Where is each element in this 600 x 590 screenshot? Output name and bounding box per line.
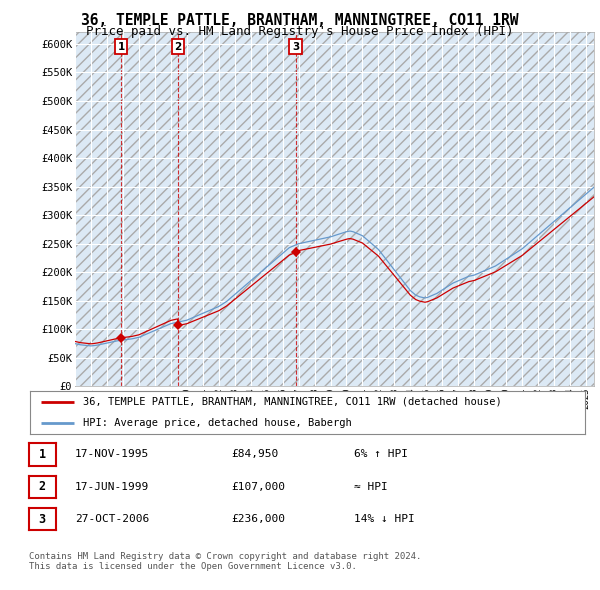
Text: 36, TEMPLE PATTLE, BRANTHAM, MANNINGTREE, CO11 1RW (detached house): 36, TEMPLE PATTLE, BRANTHAM, MANNINGTREE… (83, 397, 502, 407)
Text: Price paid vs. HM Land Registry's House Price Index (HPI): Price paid vs. HM Land Registry's House … (86, 25, 514, 38)
Text: 1: 1 (39, 448, 46, 461)
Text: 17-NOV-1995: 17-NOV-1995 (75, 450, 149, 459)
Text: 3: 3 (292, 42, 299, 51)
Text: £107,000: £107,000 (231, 482, 285, 491)
Text: 36, TEMPLE PATTLE, BRANTHAM, MANNINGTREE, CO11 1RW: 36, TEMPLE PATTLE, BRANTHAM, MANNINGTREE… (81, 13, 519, 28)
Text: £84,950: £84,950 (231, 450, 278, 459)
Text: ≈ HPI: ≈ HPI (354, 482, 388, 491)
Text: 6% ↑ HPI: 6% ↑ HPI (354, 450, 408, 459)
Text: 3: 3 (39, 513, 46, 526)
Text: Contains HM Land Registry data © Crown copyright and database right 2024.
This d: Contains HM Land Registry data © Crown c… (29, 552, 421, 571)
Text: 17-JUN-1999: 17-JUN-1999 (75, 482, 149, 491)
Text: 2: 2 (39, 480, 46, 493)
Text: £236,000: £236,000 (231, 514, 285, 524)
Text: 1: 1 (118, 42, 125, 51)
Text: HPI: Average price, detached house, Babergh: HPI: Average price, detached house, Babe… (83, 418, 352, 428)
Text: 2: 2 (175, 42, 182, 51)
Text: 14% ↓ HPI: 14% ↓ HPI (354, 514, 415, 524)
Text: 27-OCT-2006: 27-OCT-2006 (75, 514, 149, 524)
